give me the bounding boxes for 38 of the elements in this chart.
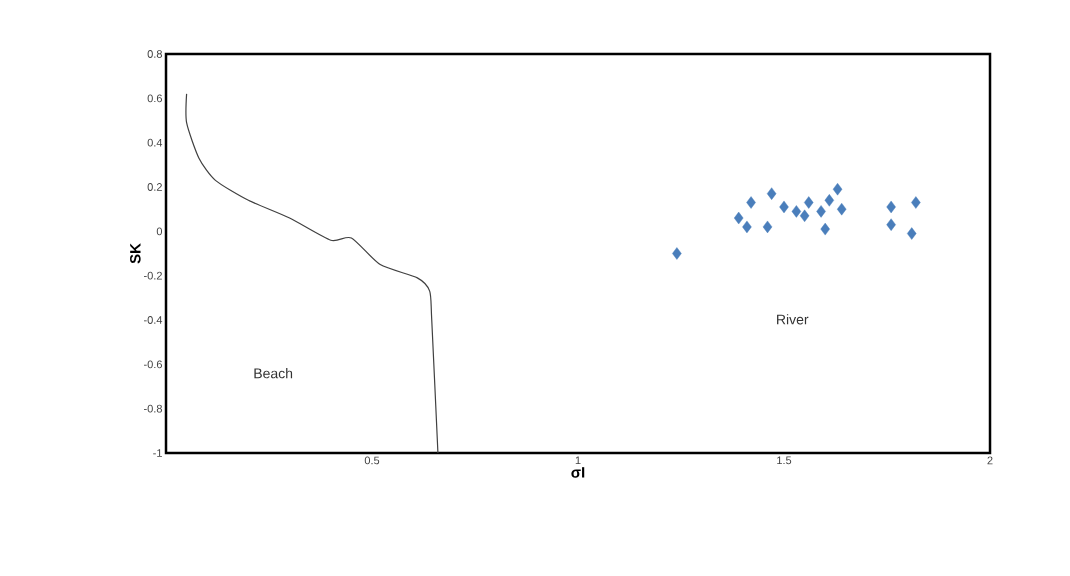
point <box>820 222 830 236</box>
y-tick-label: 0.6 <box>147 94 162 103</box>
point <box>762 220 773 234</box>
point <box>799 209 810 223</box>
y-tick-label: 0.2 <box>147 183 162 191</box>
point <box>911 196 921 209</box>
point <box>907 227 917 240</box>
y-tick-label: 0.8 <box>147 50 162 58</box>
x-tick-label: 2 <box>987 456 993 465</box>
point <box>733 211 744 225</box>
point <box>836 202 847 216</box>
point <box>886 218 896 231</box>
y-tick-label: -1 <box>153 449 162 457</box>
point <box>779 200 789 214</box>
y-tick-label: 0.4 <box>147 138 163 147</box>
annotation: Beach <box>254 368 293 379</box>
annotation: River <box>777 314 809 325</box>
x-tick-label: 1.5 <box>777 456 792 465</box>
x-tick-label: 0.5 <box>364 456 380 465</box>
y-axis-title: SK <box>130 243 141 264</box>
y-tick-label: -0.4 <box>144 316 163 324</box>
point <box>886 200 896 214</box>
point <box>791 205 802 218</box>
point <box>832 183 843 196</box>
point <box>746 196 756 209</box>
y-tick-label: 0 <box>156 227 163 236</box>
point <box>766 187 777 200</box>
line-series <box>185 93 439 454</box>
x-tick-label: 1 <box>575 456 581 465</box>
point <box>672 247 682 260</box>
point <box>742 220 752 234</box>
y-tick-label: -0.8 <box>144 404 162 413</box>
y-tick-label: -0.2 <box>144 271 162 280</box>
y-tick-label: -0.6 <box>144 360 162 369</box>
x-axis-title: σI <box>571 467 585 478</box>
point <box>804 196 814 209</box>
point <box>816 205 826 218</box>
point <box>824 194 835 207</box>
